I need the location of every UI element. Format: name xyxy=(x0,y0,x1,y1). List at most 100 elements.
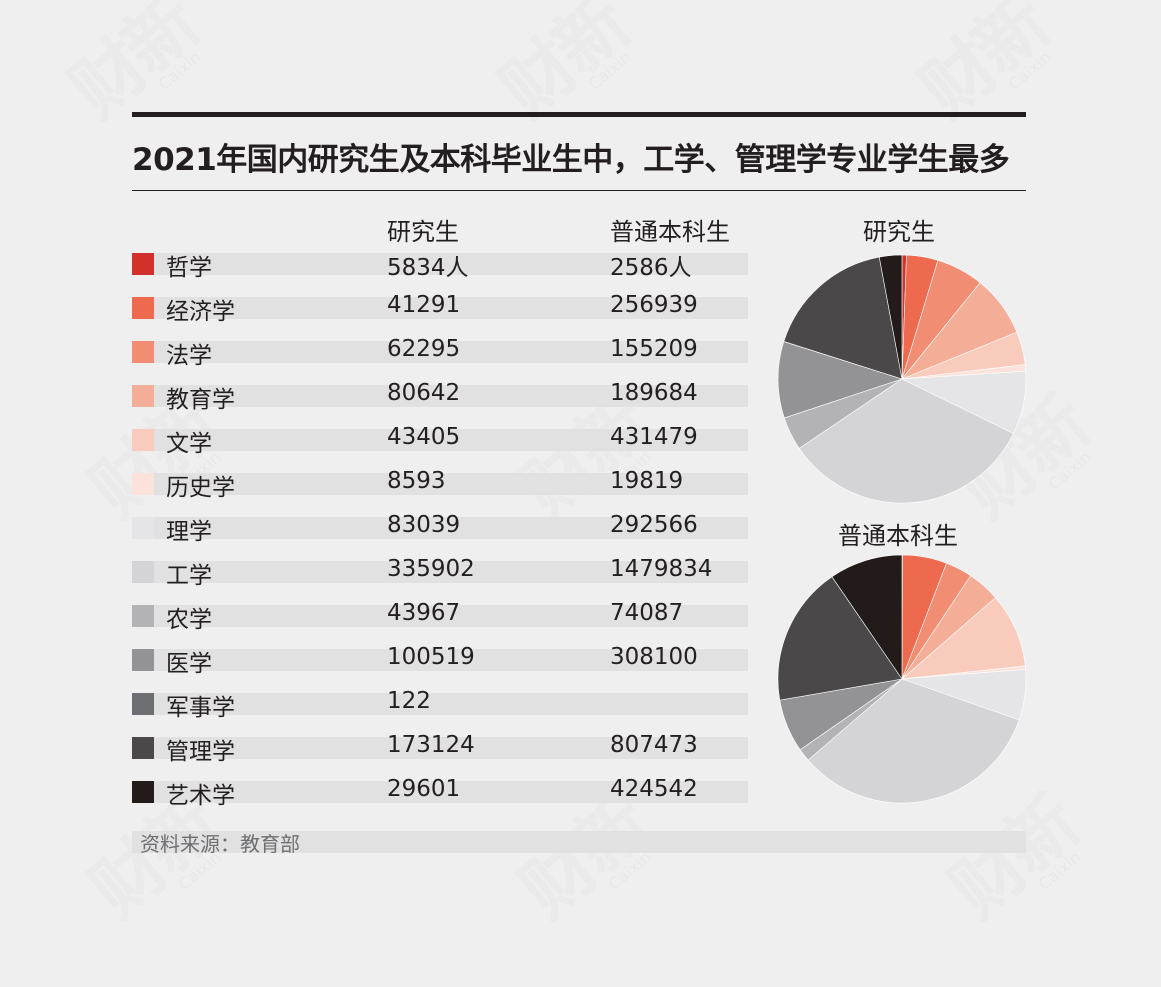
subject-label: 医学 xyxy=(166,651,212,677)
graduate-value: 8593 xyxy=(387,468,446,494)
row-background-bar xyxy=(132,781,748,803)
row-background-bar xyxy=(132,473,748,495)
watermark-text: Caixin xyxy=(1034,847,1085,894)
watermark-logo: 财新 xyxy=(54,0,213,134)
table-row: 管理学 173124 807473 xyxy=(132,730,752,774)
row-background-bar xyxy=(132,253,748,275)
legend-swatch xyxy=(132,473,154,495)
row-background-bar xyxy=(132,605,748,627)
row-background-bar xyxy=(132,693,748,715)
table-row: 艺术学 29601 424542 xyxy=(132,774,752,818)
graduate-value: 62295 xyxy=(387,336,461,362)
data-table: 哲学 5834人 2586人 经济学 41291 256939 法学 62295 155209 教… xyxy=(132,246,752,818)
table-row: 哲学 5834人 2586人 xyxy=(132,246,752,290)
subject-label: 工学 xyxy=(166,563,212,589)
table-row: 经济学 41291 256939 xyxy=(132,290,752,334)
legend-swatch xyxy=(132,693,154,715)
table-row: 教育学 80642 189684 xyxy=(132,378,752,422)
undergraduate-value: 2586人 xyxy=(610,255,692,281)
pie-title-undergraduate: 普通本科生 xyxy=(838,522,958,550)
watermark: 财新 Caixin xyxy=(934,781,1098,939)
row-background-bar xyxy=(132,517,748,539)
source-bar xyxy=(132,831,1026,853)
undergraduate-value: 155209 xyxy=(610,336,698,362)
row-background-bar xyxy=(132,649,748,671)
row-background-bar xyxy=(132,737,748,759)
pie-slice xyxy=(777,576,903,701)
subject-label: 哲学 xyxy=(166,255,212,281)
legend-swatch xyxy=(132,781,154,803)
subject-label: 历史学 xyxy=(166,475,235,501)
undergraduate-value: 292566 xyxy=(610,512,698,538)
table-row: 工学 335902 1479834 xyxy=(132,554,752,598)
title-top-rule xyxy=(132,112,1026,117)
row-background-bar xyxy=(132,385,748,407)
title-bottom-rule xyxy=(132,190,1026,191)
pie-slice xyxy=(831,554,903,680)
source-note: 资料来源：教育部 xyxy=(140,832,300,856)
graduate-value: 100519 xyxy=(387,644,475,670)
legend-swatch xyxy=(132,341,154,363)
watermark-text: Caixin xyxy=(1044,447,1095,494)
subject-label: 军事学 xyxy=(166,695,235,721)
subject-label: 管理学 xyxy=(166,739,235,765)
pie-slice xyxy=(798,378,1014,504)
graduate-value: 5834人 xyxy=(387,255,469,281)
undergraduate-value: 19819 xyxy=(610,468,684,494)
undergraduate-value: 74087 xyxy=(610,600,684,626)
row-background-bar xyxy=(132,297,748,319)
legend-swatch xyxy=(132,737,154,759)
watermark-logo: 财新 xyxy=(904,0,1063,134)
table-row: 医学 100519 308100 xyxy=(132,642,752,686)
subject-label: 理学 xyxy=(166,519,212,545)
graduate-value: 122 xyxy=(387,688,431,714)
graduate-value: 43967 xyxy=(387,600,461,626)
watermark: 财新 Caixin xyxy=(54,0,218,139)
chart-title: 2021年国内研究生及本科毕业生中，工学、管理学专业学生最多 xyxy=(132,142,1010,178)
legend-swatch xyxy=(132,649,154,671)
watermark: 财新 Caixin xyxy=(484,0,648,139)
subject-label: 艺术学 xyxy=(166,783,235,809)
row-background-bar xyxy=(132,429,748,451)
graduate-value: 29601 xyxy=(387,776,461,802)
pie-title-graduate: 研究生 xyxy=(863,218,935,246)
undergraduate-value: 424542 xyxy=(610,776,698,802)
legend-swatch xyxy=(132,561,154,583)
pie-slice xyxy=(783,256,903,380)
watermark-logo: 财新 xyxy=(484,0,643,134)
pie-chart-graduate xyxy=(777,254,1027,504)
subject-label: 经济学 xyxy=(166,299,235,325)
watermark: 财新 Caixin xyxy=(904,0,1068,139)
undergraduate-value: 1479834 xyxy=(610,556,713,582)
graduate-value: 83039 xyxy=(387,512,461,538)
table-row: 历史学 8593 19819 xyxy=(132,466,752,510)
pie-slice xyxy=(901,597,1026,680)
legend-swatch xyxy=(132,429,154,451)
legend-swatch xyxy=(132,297,154,319)
pie-slice xyxy=(777,341,903,419)
pie-slice xyxy=(807,678,1020,804)
graduate-value: 80642 xyxy=(387,380,461,406)
table-row: 理学 83039 292566 xyxy=(132,510,752,554)
row-background-bar xyxy=(132,341,748,363)
undergraduate-value: 807473 xyxy=(610,732,698,758)
watermark-logo: 财新 xyxy=(934,781,1093,934)
pie-slice xyxy=(878,254,903,380)
watermark-text: Caixin xyxy=(154,47,205,94)
undergraduate-value: 256939 xyxy=(610,292,698,318)
watermark-text: Caixin xyxy=(584,47,635,94)
undergraduate-value: 431479 xyxy=(610,424,698,450)
row-background-bar xyxy=(132,561,748,583)
graduate-value: 173124 xyxy=(387,732,475,758)
column-header-undergraduate: 普通本科生 xyxy=(610,218,730,246)
subject-label: 教育学 xyxy=(166,387,235,413)
legend-swatch xyxy=(132,253,154,275)
table-row: 军事学 122 xyxy=(132,686,752,730)
legend-swatch xyxy=(132,605,154,627)
subject-label: 农学 xyxy=(166,607,212,633)
table-row: 农学 43967 74087 xyxy=(132,598,752,642)
graduate-value: 335902 xyxy=(387,556,475,582)
legend-swatch xyxy=(132,517,154,539)
undergraduate-value: 308100 xyxy=(610,644,698,670)
legend-swatch xyxy=(132,385,154,407)
